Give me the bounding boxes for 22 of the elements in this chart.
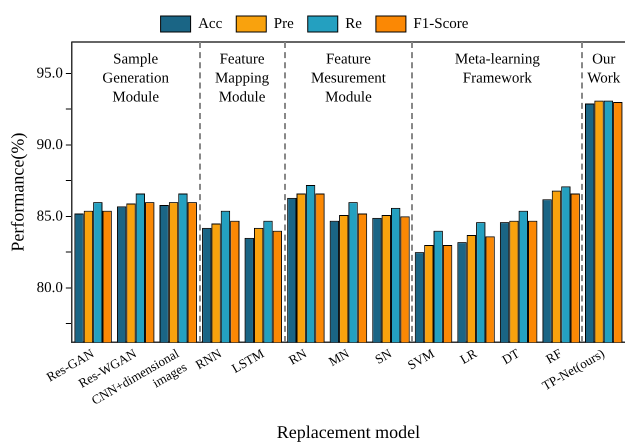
legend-label: Acc (198, 16, 223, 32)
annotation: Meta-learning Framework (454, 51, 540, 86)
legend-label: F1-Score (413, 16, 469, 32)
x-tick-label: RN (286, 345, 310, 368)
annotation: Feature Mesurement Module (310, 51, 387, 106)
x-tick-label: SVM (404, 345, 438, 373)
x-tick-label: MN (326, 345, 352, 370)
y-tick-label: 90.0 (36, 136, 63, 153)
annotation: Feature Mapping Module (214, 51, 270, 106)
legend-label: Pre (274, 16, 294, 32)
y-tick-label: 85.0 (36, 208, 63, 224)
legend-label: Re (345, 16, 362, 32)
x-tick-label: DT (499, 346, 522, 368)
y-axis-title: Performance(%) (8, 132, 28, 252)
x-tick-label: SN (372, 345, 395, 367)
annotation: Our Work (587, 51, 621, 86)
annotation: Sample Generation Module (102, 51, 170, 106)
y-tick-label: 95.0 (36, 65, 63, 82)
x-tick-label: RNN (192, 345, 225, 372)
x-axis-title: Replacement model (276, 422, 420, 442)
x-tick-label: LR (457, 345, 480, 367)
y-tick-label: 80.0 (36, 280, 63, 296)
